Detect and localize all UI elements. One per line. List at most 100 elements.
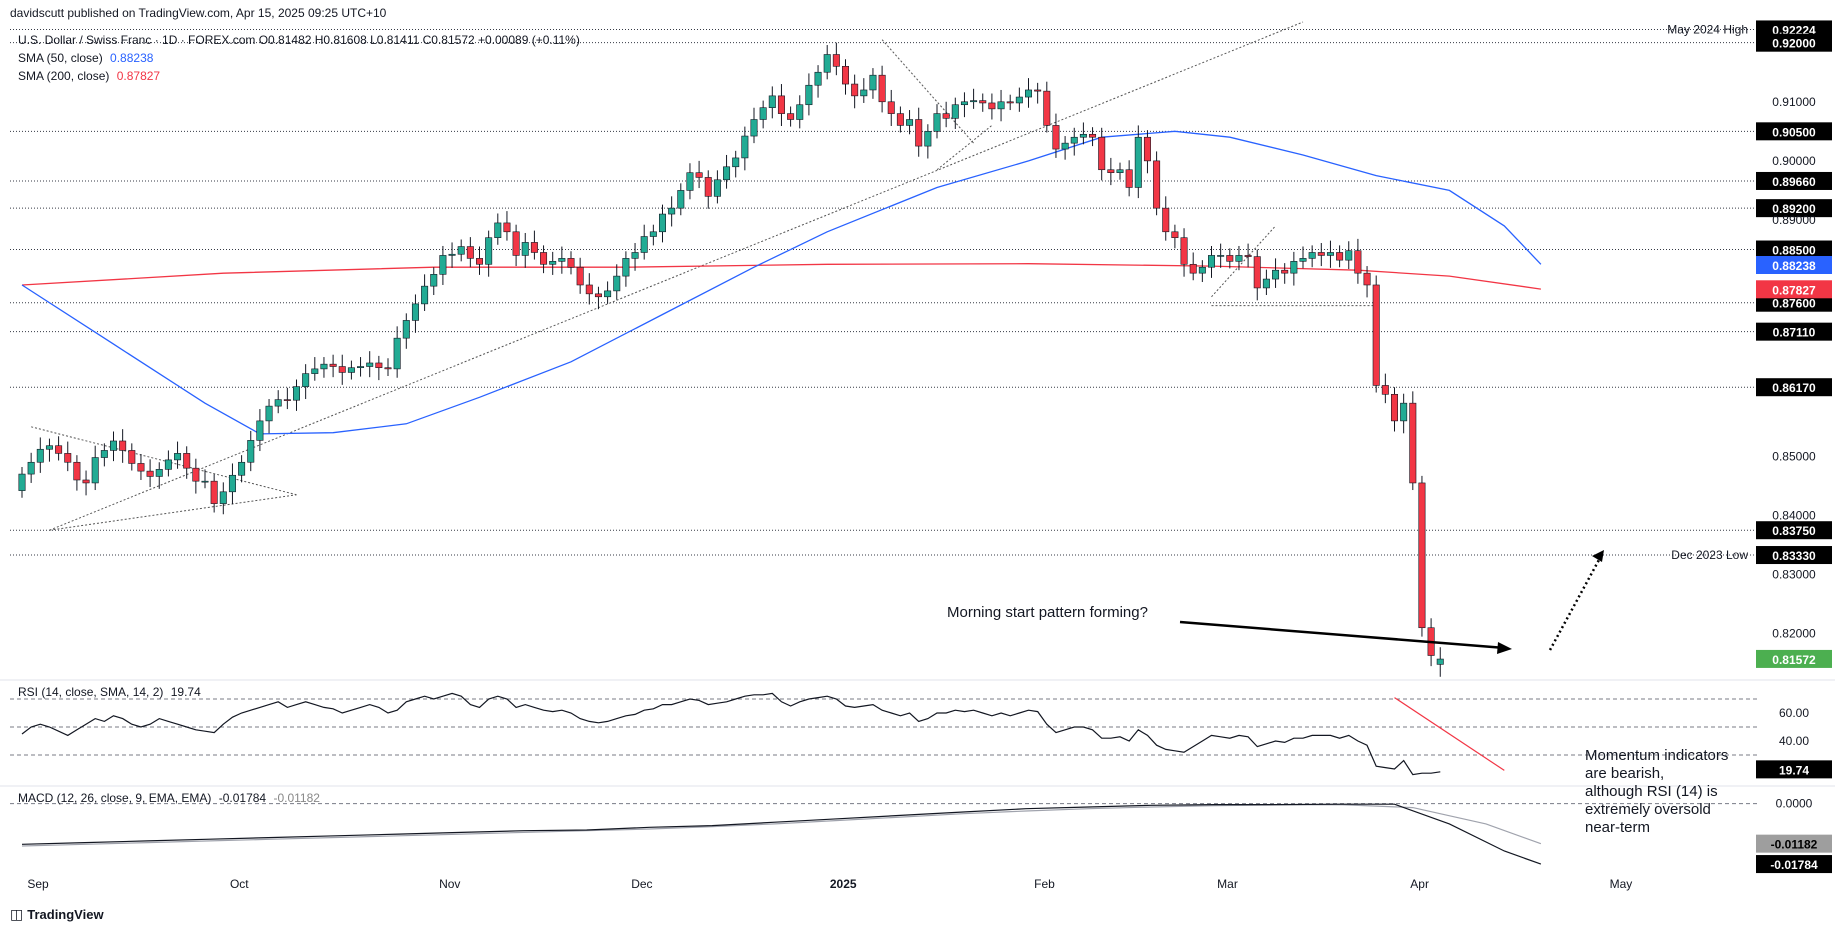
candle-body bbox=[247, 440, 255, 463]
projection-arrow-line bbox=[1548, 557, 1602, 651]
x-axis-tick: Nov bbox=[439, 877, 460, 891]
level-note: May 2024 High bbox=[1667, 22, 1748, 36]
price-axis-tick: 0.84000 bbox=[1772, 508, 1816, 522]
rsi-legend[interactable]: RSI (14, close, SMA, 14, 2) 19.74 bbox=[18, 685, 201, 699]
candle-body bbox=[741, 135, 749, 159]
candle-body bbox=[201, 480, 209, 483]
candle-body bbox=[256, 420, 264, 441]
candle-body bbox=[549, 261, 557, 265]
candle-body bbox=[704, 177, 712, 197]
candle-body bbox=[1290, 261, 1298, 274]
candle-body bbox=[1354, 250, 1362, 274]
annotation-momentum-line: near-term bbox=[1585, 819, 1650, 836]
price-level-tag: 0.87110 bbox=[1773, 326, 1816, 340]
candle-body bbox=[677, 190, 685, 209]
price-level-tag: 0.83750 bbox=[1772, 524, 1816, 538]
candle-body bbox=[91, 457, 99, 484]
candle-body bbox=[567, 258, 575, 268]
candle-body bbox=[732, 157, 740, 168]
level-note: Dec 2023 Low bbox=[1671, 548, 1748, 562]
candle-body bbox=[137, 463, 145, 472]
trendline bbox=[936, 125, 993, 171]
candle-body bbox=[1034, 89, 1042, 92]
candle-body bbox=[457, 246, 465, 255]
candle-body bbox=[302, 373, 310, 387]
candle-body bbox=[1226, 255, 1234, 262]
candle-body bbox=[979, 100, 987, 104]
candle-body bbox=[82, 479, 90, 484]
candle-body bbox=[292, 386, 300, 401]
macd-tag: -0.01784 bbox=[1770, 858, 1818, 872]
macd-axis-tick: 0.0000 bbox=[1776, 797, 1813, 811]
candle-body bbox=[649, 231, 657, 237]
candle-body bbox=[439, 255, 447, 275]
candle-body bbox=[777, 95, 785, 114]
candle-body bbox=[933, 113, 941, 132]
candle-body bbox=[1372, 284, 1380, 386]
candle-body bbox=[915, 119, 923, 147]
candle-body bbox=[576, 266, 584, 286]
trendline bbox=[31, 426, 297, 496]
trendline bbox=[881, 39, 974, 144]
trendline bbox=[49, 21, 1304, 531]
candle-body bbox=[1208, 255, 1216, 268]
rsi-axis-tick: 60.00 bbox=[1779, 706, 1809, 720]
candle-body bbox=[768, 95, 776, 108]
candle-body bbox=[45, 445, 53, 450]
candle-body bbox=[110, 440, 118, 451]
candle-body bbox=[997, 101, 1005, 110]
price-axis-tick: 0.82000 bbox=[1772, 627, 1816, 641]
annotation-momentum-line: although RSI (14) is bbox=[1585, 783, 1718, 800]
price-level-tag-box bbox=[1756, 521, 1832, 540]
price-level-tag: 0.89200 bbox=[1772, 202, 1816, 216]
candle-body bbox=[869, 74, 877, 91]
candle-body bbox=[164, 459, 172, 470]
tradingview-logo[interactable]: ◫ TradingView bbox=[10, 906, 104, 923]
candle-body bbox=[128, 450, 136, 464]
trendline bbox=[49, 494, 297, 531]
candle-body bbox=[466, 246, 474, 259]
candle-body bbox=[1262, 278, 1270, 289]
candle-body bbox=[1418, 482, 1426, 629]
candle-body bbox=[887, 101, 895, 114]
price-level-tag-box bbox=[1756, 199, 1832, 218]
candle-body bbox=[1217, 255, 1225, 257]
rsi-trend-line bbox=[1394, 697, 1505, 771]
candle-body bbox=[192, 467, 200, 482]
projection-arrow-head bbox=[1592, 550, 1604, 562]
candle-body bbox=[1171, 231, 1179, 238]
candle-body bbox=[1391, 393, 1399, 422]
candle-body bbox=[384, 367, 392, 370]
candle-body bbox=[55, 445, 63, 454]
sma200-legend[interactable]: SMA (200, close) 0.87827 bbox=[18, 69, 160, 83]
candle-body bbox=[1253, 256, 1261, 289]
candle-body bbox=[1143, 136, 1151, 162]
candle-body bbox=[375, 362, 383, 369]
price-tag: 0.81572 bbox=[1772, 653, 1816, 667]
candle-body bbox=[530, 242, 538, 253]
candle-body bbox=[512, 231, 520, 256]
price-level-tag: 0.92000 bbox=[1772, 37, 1816, 51]
candle-body bbox=[823, 54, 831, 73]
macd-legend[interactable]: MACD (12, 26, close, 9, EMA, EMA) -0.017… bbox=[18, 791, 320, 805]
candle-body bbox=[668, 207, 676, 215]
candle-body bbox=[805, 84, 813, 106]
candle-body bbox=[1116, 169, 1124, 173]
candle-body bbox=[183, 453, 191, 469]
candle-body bbox=[73, 461, 81, 481]
candle-body bbox=[942, 113, 950, 119]
candle-body bbox=[585, 284, 593, 295]
macd-value2: -0.01182 bbox=[273, 791, 320, 805]
annotation-momentum-line: are bearish, bbox=[1585, 765, 1664, 782]
candle-body bbox=[1070, 136, 1078, 144]
candle-body bbox=[613, 275, 621, 292]
candle-body bbox=[1299, 258, 1307, 262]
macd-signal-tag-box bbox=[1756, 834, 1832, 853]
candle-body bbox=[924, 131, 932, 147]
macd-value1: -0.01784 bbox=[218, 791, 267, 805]
sma50-legend[interactable]: SMA (50, close) 0.88238 bbox=[18, 51, 153, 65]
sma50-line bbox=[21, 130, 1542, 435]
candle-body bbox=[411, 303, 419, 321]
candle-body bbox=[338, 366, 346, 373]
